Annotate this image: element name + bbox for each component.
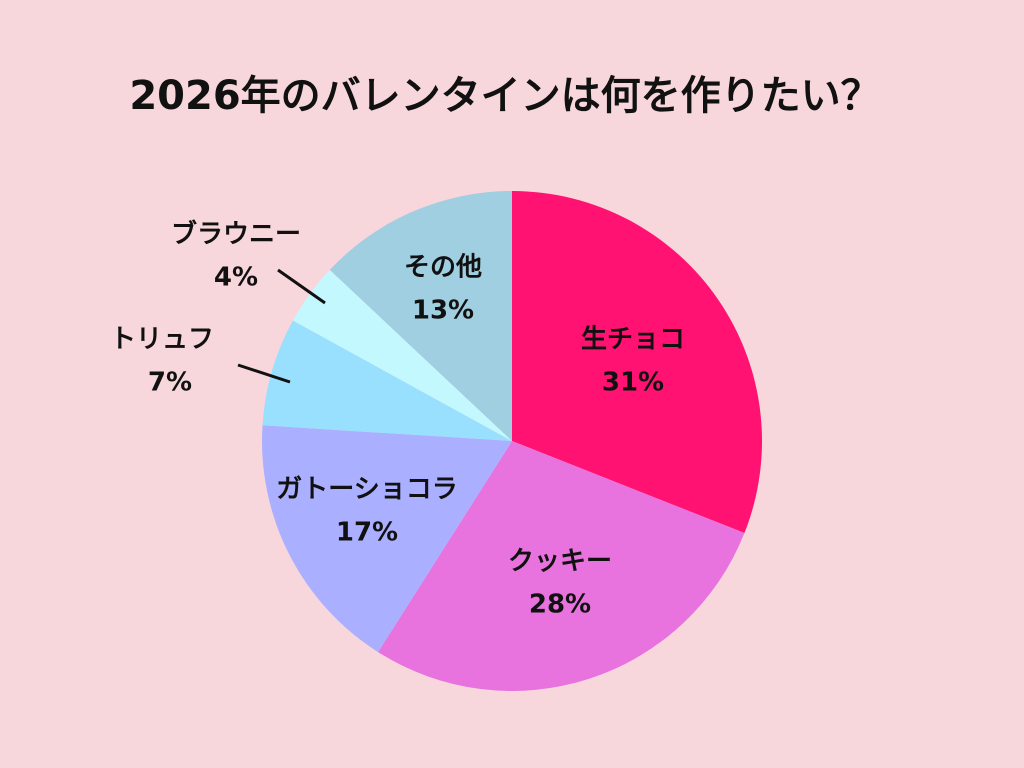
pie-slice (262, 425, 512, 653)
slice-label: クッキー (508, 547, 612, 577)
leader-line (277, 268, 326, 305)
slice-label: ガトーショコラ (276, 475, 457, 505)
slice-label: その他 (404, 253, 482, 283)
slice-label: ブラウニー (171, 219, 301, 250)
slice-value-label: 17% (336, 518, 398, 548)
pie-slice (292, 269, 512, 441)
slice-value-label: 31% (602, 368, 664, 398)
pie-slice (378, 441, 745, 692)
slice-value-label: 28% (529, 590, 591, 620)
pie-slice (262, 320, 512, 441)
slice-value-label: 13% (412, 296, 474, 326)
slice-value-label: 7% (148, 368, 192, 398)
chart-title: 2026年のバレンタインは何を作りたい？ (129, 73, 880, 119)
slice-label: 生チョコ (581, 325, 685, 355)
slice-value-label: 4% (214, 263, 258, 293)
pie-slice (512, 191, 762, 534)
slice-label: トリュフ (110, 325, 214, 355)
pie-slice (329, 191, 512, 441)
leader-line (237, 363, 291, 384)
